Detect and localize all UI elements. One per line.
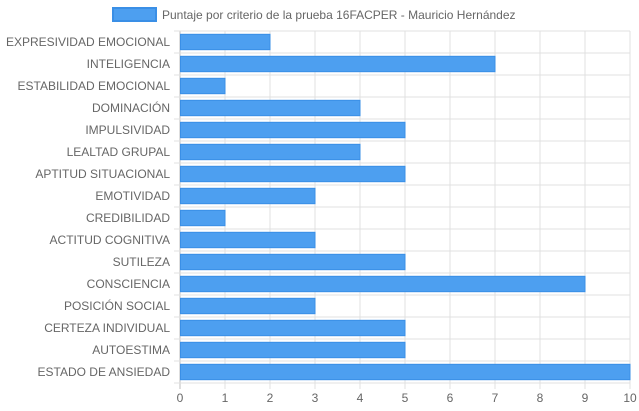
y-tick-label: APTITUD SITUACIONAL — [35, 167, 170, 181]
grid — [174, 30, 631, 389]
x-tick-label: 6 — [447, 391, 454, 405]
x-tick-label: 9 — [582, 391, 589, 405]
y-tick-label: ESTABILIDAD EMOCIONAL — [18, 79, 171, 93]
bar[interactable] — [180, 231, 316, 249]
bar[interactable] — [180, 121, 406, 139]
y-tick-label: SUTILEZA — [113, 255, 170, 269]
bars — [180, 33, 631, 381]
y-tick-label: ESTADO DE ANSIEDAD — [38, 365, 171, 379]
y-tick-label: DOMINACIÓN — [92, 100, 170, 115]
bar[interactable] — [180, 297, 316, 315]
x-tick-label: 2 — [267, 391, 274, 405]
x-tick-label: 0 — [177, 391, 184, 405]
bar[interactable] — [180, 77, 226, 95]
y-tick-label: IMPULSIVIDAD — [85, 123, 170, 137]
bar[interactable] — [180, 55, 496, 73]
y-tick-label: INTELIGENCIA — [87, 57, 170, 71]
x-tick-label: 8 — [537, 391, 544, 405]
bar[interactable] — [180, 187, 316, 205]
y-tick-label: LEALTAD GRUPAL — [67, 145, 171, 159]
y-axis-labels: EXPRESIVIDAD EMOCIONAL INTELIGENCIA ESTABI… — [6, 35, 170, 379]
y-tick-label: EMOTIVIDAD — [95, 189, 170, 203]
bar[interactable] — [180, 341, 406, 359]
x-tick-label: 4 — [357, 391, 364, 405]
x-tick-label: 10 — [623, 391, 637, 405]
x-axis-labels: 0 1 2 3 4 5 6 7 8 9 10 — [177, 391, 637, 405]
x-tick-label: 3 — [312, 391, 319, 405]
x-tick-label: 5 — [402, 391, 409, 405]
legend-label: Puntaje por criterio de la prueba 16FACP… — [162, 8, 516, 22]
x-tick-label: 7 — [492, 391, 499, 405]
y-tick-label: CREDIBILIDAD — [86, 211, 170, 225]
bar[interactable] — [180, 319, 406, 337]
y-tick-label: CONSCIENCIA — [87, 277, 170, 291]
bar[interactable] — [180, 253, 406, 271]
legend[interactable]: Puntaje por criterio de la prueba 16FACP… — [112, 7, 516, 22]
bar[interactable] — [180, 99, 361, 117]
bar[interactable] — [180, 363, 631, 381]
legend-swatch — [112, 7, 157, 22]
x-tick-label: 1 — [222, 391, 229, 405]
bar[interactable] — [180, 165, 406, 183]
y-tick-label: POSICIÓN SOCIAL — [64, 298, 170, 313]
bar[interactable] — [180, 143, 361, 161]
y-tick-label: AUTOESTIMA — [92, 343, 170, 357]
bar[interactable] — [180, 33, 271, 51]
bar[interactable] — [180, 275, 586, 293]
y-tick-label: EXPRESIVIDAD EMOCIONAL — [6, 35, 170, 49]
y-tick-label: ACTITUD COGNITIVA — [50, 233, 170, 247]
bar[interactable] — [180, 209, 226, 227]
y-tick-label: CERTEZA INDIVIDUAL — [44, 321, 170, 335]
